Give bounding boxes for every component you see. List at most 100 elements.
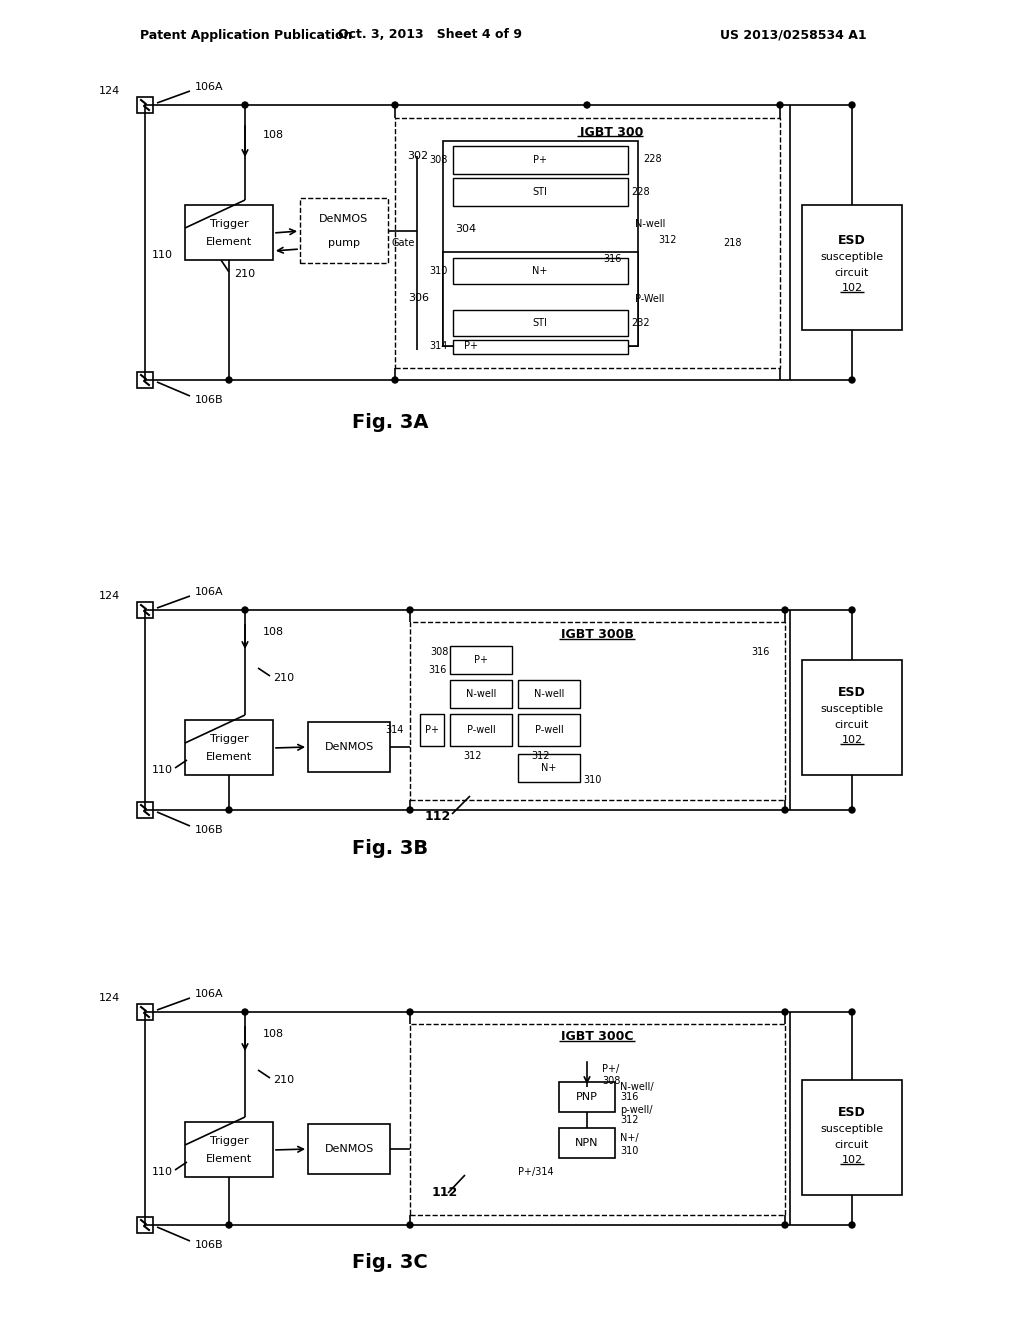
Circle shape bbox=[226, 807, 232, 813]
Text: 312: 312 bbox=[531, 751, 550, 762]
Text: 218: 218 bbox=[723, 238, 741, 248]
Circle shape bbox=[407, 1222, 413, 1228]
Circle shape bbox=[407, 607, 413, 612]
Text: P-well: P-well bbox=[467, 725, 496, 735]
Bar bbox=[453, 257, 628, 284]
Text: circuit: circuit bbox=[835, 1140, 869, 1150]
Circle shape bbox=[407, 807, 413, 813]
Text: 106B: 106B bbox=[195, 825, 223, 836]
Bar bbox=[137, 1217, 153, 1233]
Text: 314: 314 bbox=[430, 341, 449, 351]
Text: Trigger: Trigger bbox=[210, 1137, 248, 1146]
Text: susceptible: susceptible bbox=[820, 1125, 884, 1134]
Text: 308: 308 bbox=[430, 647, 449, 657]
Text: circuit: circuit bbox=[835, 268, 869, 279]
Text: 306: 306 bbox=[408, 293, 429, 304]
Bar bbox=[308, 1125, 390, 1173]
Text: pump: pump bbox=[328, 238, 360, 248]
Bar bbox=[137, 803, 153, 818]
Circle shape bbox=[242, 1008, 248, 1015]
Text: P+/314: P+/314 bbox=[518, 1167, 554, 1177]
Circle shape bbox=[392, 378, 398, 383]
Text: Element: Element bbox=[206, 752, 252, 762]
Circle shape bbox=[782, 607, 788, 612]
Text: 312: 312 bbox=[620, 1115, 639, 1125]
Circle shape bbox=[782, 1008, 788, 1015]
Text: N+/: N+/ bbox=[620, 1133, 639, 1143]
Text: 232: 232 bbox=[631, 318, 649, 327]
Text: P-well: P-well bbox=[535, 725, 563, 735]
Circle shape bbox=[407, 1008, 413, 1015]
Text: 124: 124 bbox=[98, 591, 120, 601]
Text: susceptible: susceptible bbox=[820, 252, 884, 261]
Text: 112: 112 bbox=[432, 1187, 459, 1200]
Bar bbox=[518, 714, 580, 746]
Text: ESD: ESD bbox=[838, 686, 866, 700]
Text: Element: Element bbox=[206, 238, 252, 247]
Circle shape bbox=[242, 607, 248, 612]
Circle shape bbox=[584, 102, 590, 108]
Text: DeNMOS: DeNMOS bbox=[319, 214, 369, 224]
Text: P+: P+ bbox=[425, 725, 439, 735]
Circle shape bbox=[782, 807, 788, 813]
Text: susceptible: susceptible bbox=[820, 704, 884, 714]
Circle shape bbox=[849, 1008, 855, 1015]
Text: p-well/: p-well/ bbox=[620, 1105, 652, 1115]
Bar bbox=[137, 602, 153, 618]
Text: 106A: 106A bbox=[195, 587, 223, 597]
Bar bbox=[308, 722, 390, 772]
Text: 302: 302 bbox=[407, 150, 428, 161]
Bar bbox=[453, 310, 628, 337]
Text: STI: STI bbox=[532, 318, 548, 327]
Text: 110: 110 bbox=[152, 249, 173, 260]
Circle shape bbox=[849, 378, 855, 383]
Text: ESD: ESD bbox=[838, 234, 866, 247]
Text: Patent Application Publication: Patent Application Publication bbox=[140, 29, 352, 41]
Text: P+/: P+/ bbox=[602, 1064, 620, 1074]
Text: IGBT 300: IGBT 300 bbox=[581, 125, 644, 139]
Bar bbox=[453, 341, 628, 354]
Text: Trigger: Trigger bbox=[210, 219, 248, 228]
Text: NPN: NPN bbox=[575, 1138, 599, 1148]
Bar bbox=[395, 117, 780, 368]
Text: DeNMOS: DeNMOS bbox=[325, 742, 374, 752]
Text: P-Well: P-Well bbox=[635, 294, 665, 304]
Bar bbox=[453, 147, 628, 174]
Text: 108: 108 bbox=[263, 1030, 284, 1039]
Text: 106B: 106B bbox=[195, 1239, 223, 1250]
Text: N+: N+ bbox=[532, 267, 548, 276]
Text: 310: 310 bbox=[430, 267, 449, 276]
Bar bbox=[453, 178, 628, 206]
Bar bbox=[559, 1082, 615, 1111]
Text: P+: P+ bbox=[464, 341, 478, 351]
Text: DeNMOS: DeNMOS bbox=[325, 1144, 374, 1154]
Text: N-well: N-well bbox=[635, 219, 666, 228]
Text: P+: P+ bbox=[474, 655, 488, 665]
Text: 312: 312 bbox=[658, 235, 677, 246]
Bar bbox=[300, 198, 388, 263]
Text: 304: 304 bbox=[455, 224, 476, 234]
Bar bbox=[443, 141, 638, 346]
Text: circuit: circuit bbox=[835, 719, 869, 730]
Text: 210: 210 bbox=[273, 673, 294, 682]
Text: 108: 108 bbox=[263, 627, 284, 638]
Bar bbox=[185, 205, 273, 260]
Text: 110: 110 bbox=[152, 1167, 173, 1177]
Text: 110: 110 bbox=[152, 766, 173, 775]
Text: N-well: N-well bbox=[466, 689, 497, 700]
Text: ESD: ESD bbox=[838, 1106, 866, 1119]
Text: 124: 124 bbox=[98, 86, 120, 96]
Text: Fig. 3C: Fig. 3C bbox=[352, 1254, 428, 1272]
Bar bbox=[802, 205, 902, 330]
Text: Fig. 3B: Fig. 3B bbox=[352, 838, 428, 858]
Text: 228: 228 bbox=[631, 187, 649, 197]
Circle shape bbox=[849, 807, 855, 813]
Bar bbox=[559, 1129, 615, 1158]
Text: 210: 210 bbox=[234, 269, 255, 279]
Text: Element: Element bbox=[206, 1154, 252, 1164]
Text: 210: 210 bbox=[273, 1074, 294, 1085]
Circle shape bbox=[849, 607, 855, 612]
Bar bbox=[410, 622, 785, 800]
Text: 108: 108 bbox=[263, 129, 284, 140]
Bar bbox=[802, 660, 902, 775]
